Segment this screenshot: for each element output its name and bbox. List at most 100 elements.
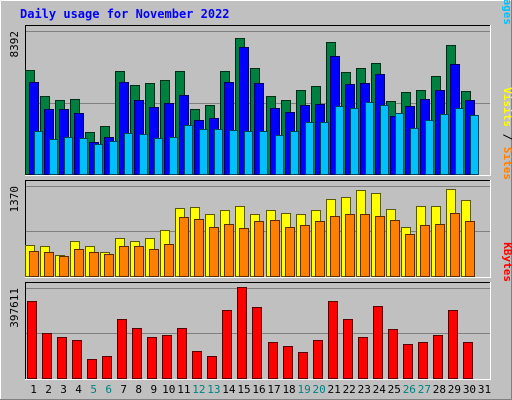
y-axis-max-label-hits: 8392 [8,31,21,58]
bar-kbytes-day-15 [237,287,247,379]
bar-sites-day-18 [285,227,295,277]
bar-sites-day-23 [360,214,370,277]
bar-sites-day-14 [224,224,234,277]
x-tick-label-day-29: 29 [448,383,461,396]
x-tick-label-day-31: 31 [478,383,491,396]
bar-sites-day-22 [345,214,355,277]
legend-hits: Hits / Files / Pages [501,0,512,25]
bar-pages-day-6 [109,141,118,175]
bar-sites-day-25 [390,220,400,277]
bar-sites-day-13 [209,227,219,277]
x-tick-label-day-6: 6 [105,383,112,396]
bar-pages-day-24 [380,105,389,175]
bar-sites-day-6 [104,254,114,277]
bar-pages-day-19 [305,122,314,175]
bar-sites-day-29 [450,213,460,277]
legend-sites: Sites [501,147,512,180]
legend-pages: Pages [501,0,512,25]
bar-kbytes-day-10 [162,335,172,379]
x-tick-label-day-25: 25 [388,383,401,396]
legend-visits: Visits [501,87,512,127]
bar-pages-day-7 [124,133,133,175]
x-tick-label-day-22: 22 [343,383,356,396]
bar-pages-day-15 [244,131,253,175]
x-axis-day-labels: 1 2 3 4 5 6 7 8 9 10 11 12 13 14 15 16 17 18 19 20 21 22 23 24 2… [30,383,491,396]
bar-kbytes-day-18 [283,346,293,379]
legend-kbytes: KBytes [501,242,512,282]
bar-pages-day-27 [425,120,434,175]
x-tick-label-day-10: 10 [162,383,175,396]
bar-kbytes-day-4 [72,340,82,379]
bar-sites-day-30 [465,221,475,277]
bar-kbytes-day-11 [177,328,187,379]
x-tick-label-day-5: 5 [90,383,97,396]
bar-pages-day-23 [365,102,374,175]
bar-kbytes-day-23 [358,337,368,379]
bar-sites-day-1 [29,251,39,277]
bar-pages-day-12 [199,129,208,175]
x-tick-label-day-4: 4 [75,383,82,396]
bar-kbytes-day-30 [463,342,473,379]
bar-pages-day-11 [184,125,193,175]
bar-sites-day-20 [315,221,325,277]
bar-pages-day-16 [259,131,268,175]
bar-kbytes-day-1 [27,301,37,379]
bar-sites-day-24 [375,216,385,277]
x-tick-label-day-11: 11 [177,383,190,396]
bar-kbytes-day-25 [388,329,398,379]
x-tick-label-day-1: 1 [30,383,37,396]
x-tick-label-day-3: 3 [60,383,67,396]
bar-kbytes-day-22 [343,319,353,379]
bar-kbytes-day-28 [433,335,443,379]
x-tick-label-day-14: 14 [222,383,236,396]
x-tick-label-day-15: 15 [237,383,250,396]
bar-pages-day-9 [154,138,163,175]
bar-pages-day-8 [139,134,148,175]
x-tick-label-day-18: 18 [282,383,295,396]
bar-kbytes-day-8 [132,328,142,379]
x-tick-label-day-16: 16 [252,383,265,396]
bar-sites-day-3 [59,256,69,277]
bar-sites-day-11 [179,217,189,277]
x-tick-label-day-2: 2 [45,383,52,396]
bar-sites-day-28 [435,224,445,277]
bar-pages-day-3 [64,137,73,175]
bar-pages-day-22 [350,108,359,175]
bar-pages-day-26 [410,128,419,175]
bar-kbytes-day-6 [102,356,112,379]
bar-sites-day-5 [89,252,99,277]
bar-kbytes-day-17 [268,342,278,379]
x-tick-label-day-13: 13 [207,383,220,396]
bar-sites-day-4 [74,249,84,277]
bar-pages-day-14 [229,130,238,175]
bar-sites-day-21 [330,216,340,277]
x-tick-label-day-7: 7 [120,383,127,396]
bar-sites-day-9 [149,249,159,277]
legend-separator: / [501,127,512,147]
x-tick-label-day-24: 24 [373,383,387,396]
bar-kbytes-day-19 [298,352,308,379]
bar-sites-day-27 [420,225,430,277]
bar-kbytes-day-12 [192,351,202,379]
bar-pages-day-13 [214,129,223,175]
x-tick-label-day-27: 27 [418,383,431,396]
bar-kbytes-day-20 [313,340,323,379]
x-tick-label-day-26: 26 [403,383,416,396]
bar-pages-day-1 [34,131,43,175]
bar-kbytes-day-13 [207,356,217,379]
y-axis-max-label-visits: 1370 [8,186,21,213]
legend-visits: Visits / Sites [501,87,512,180]
bar-pages-day-29 [455,108,464,175]
panel-visits: 1370 Visits / Sites [8,87,512,278]
bar-sites-day-15 [239,228,249,277]
bar-pages-day-18 [290,131,299,175]
bar-pages-day-10 [169,137,178,175]
legend-kbytes: KBytes [501,242,512,282]
bar-kbytes-day-3 [57,337,67,379]
x-tick-label-day-12: 12 [192,383,205,396]
bar-pages-day-30 [470,115,479,175]
panel-kbytes: 397611 KBytes [8,242,512,380]
bar-kbytes-day-29 [448,310,458,379]
bar-kbytes-day-16 [252,307,262,379]
